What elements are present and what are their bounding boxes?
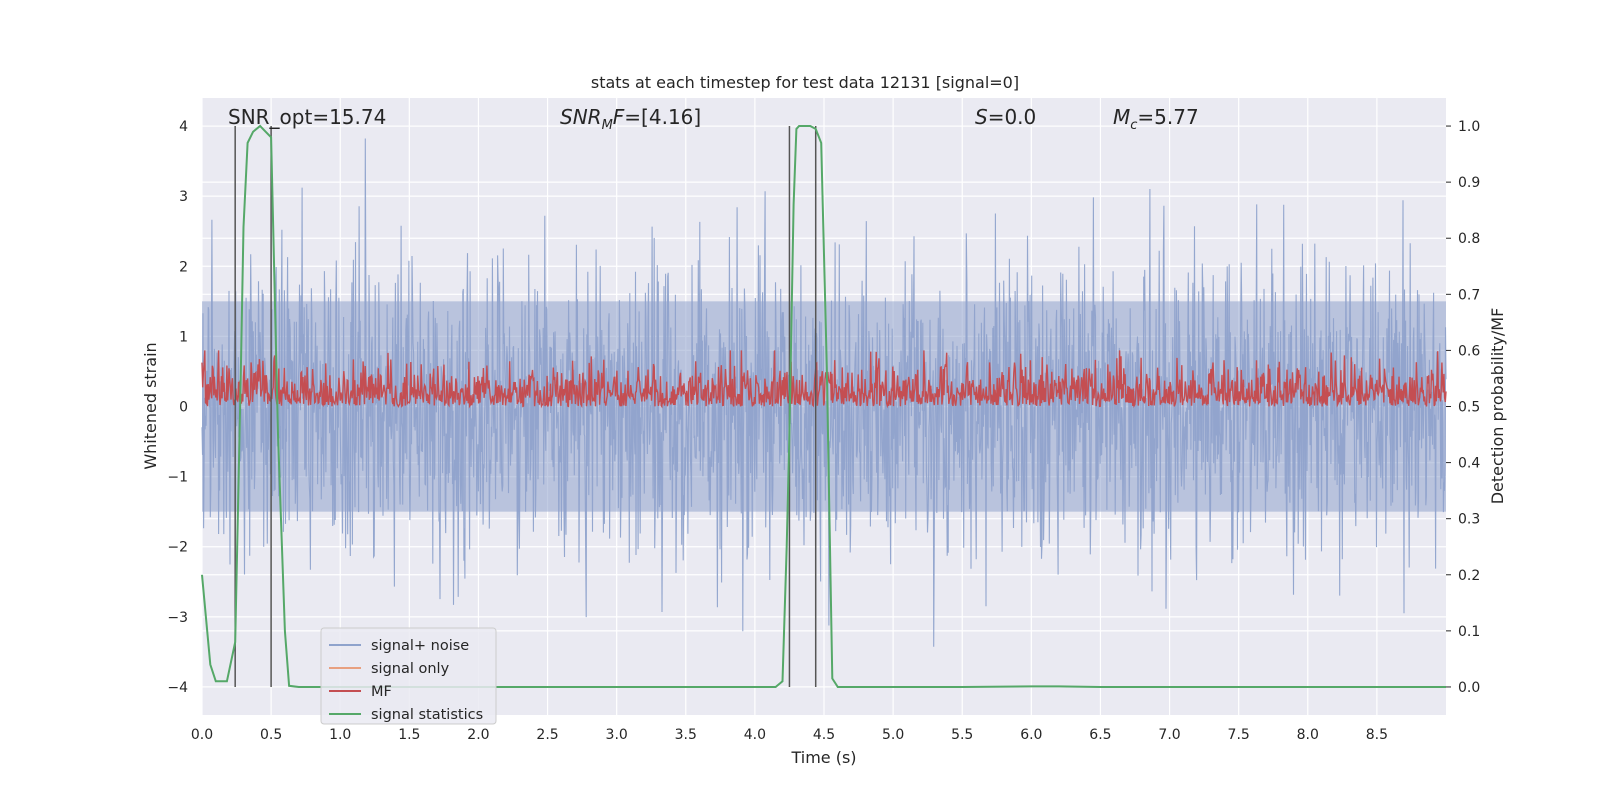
y-tick-label: −2 [167, 540, 188, 556]
x-tick-label: 3.5 [675, 727, 697, 743]
x-tick-label: 2.0 [467, 727, 489, 743]
x-tick-label: 7.0 [1158, 727, 1180, 743]
y2-tick-label: 0.2 [1458, 568, 1480, 584]
x-tick-label: 1.5 [398, 727, 420, 743]
mf-line [201, 350, 1447, 409]
signal-statistics-line [201, 124, 1446, 688]
x-tick-label: 5.0 [882, 727, 904, 743]
legend-box [320, 627, 497, 725]
x-tick-label: 0.5 [260, 727, 282, 743]
x-tick-label: 2.5 [536, 727, 558, 743]
x-tick-label: 3.0 [606, 727, 628, 743]
y2-tick-label: 0.0 [1458, 680, 1480, 696]
legend-label: signal only [371, 661, 450, 677]
x-tick-label: 7.5 [1228, 727, 1250, 743]
chart-title: stats at each timestep for test data 121… [591, 73, 1019, 92]
x-tick-label: 4.5 [813, 727, 835, 743]
y2-tick-label: 0.9 [1458, 175, 1480, 191]
x-tick-label: 8.5 [1366, 727, 1388, 743]
y-tick-label: 4 [179, 119, 188, 135]
x-axis-label: Time (s) [790, 748, 856, 767]
s-annotation: S=0.0 [975, 105, 1036, 129]
x-axis-ticks: 0.0 0.5 1.0 1.5 2.0 2.5 3.0 3.5 4.0 4.5 5.0 5.5 6.0 6… [191, 727, 1388, 743]
s-symbol: S [975, 105, 988, 129]
signal-noise-core [202, 301, 1446, 512]
x-tick-label: 0.0 [191, 727, 213, 743]
legend: signal+ noise signal only MF signal statist… [320, 627, 497, 725]
x-tick-label: 1.0 [329, 727, 351, 743]
snr-mf-subscript: M [602, 118, 613, 133]
y2-axis-ticks: 0.0 0.1 0.2 0.3 0.4 0.5 0.6 0.7 0.8 0.9 1.0 [1446, 119, 1480, 696]
y-tick-label: −3 [167, 610, 188, 626]
x-tick-label: 6.0 [1020, 727, 1042, 743]
y2-axis-label: Detection probability/MF [1488, 308, 1507, 505]
legend-label: signal+ noise [371, 638, 469, 654]
x-tick-label: 4.0 [744, 727, 766, 743]
s-value: =0.0 [988, 105, 1037, 129]
mc-symbol: M [1113, 105, 1130, 129]
x-tick-label: 6.5 [1089, 727, 1111, 743]
legend-label: MF [371, 684, 392, 700]
x-tick-label: 8.0 [1297, 727, 1319, 743]
y2-tick-label: 0.3 [1458, 512, 1480, 528]
y-tick-label: 2 [179, 259, 188, 275]
mc-value: =5.77 [1137, 105, 1198, 129]
y2-tick-label: 0.1 [1458, 624, 1480, 640]
snr-opt-annotation: SNR_opt=15.74 [228, 105, 386, 129]
y2-tick-label: 0.5 [1458, 400, 1480, 416]
signal-noise-series [201, 138, 1447, 647]
snr-mf-annotation: SNRMF=[4.16] [560, 105, 701, 133]
legend-label: signal statistics [371, 707, 483, 723]
y2-tick-label: 0.7 [1458, 287, 1480, 303]
snr-mf-tail-italic: F [613, 105, 625, 129]
vertical-markers [234, 126, 817, 687]
mc-annotation: Mc=5.77 [1113, 105, 1199, 133]
y-tick-label: 0 [179, 400, 188, 416]
signal-statistics-series [201, 124, 1446, 688]
mf-series [201, 350, 1447, 409]
snr-mf-symbol: SNR [560, 105, 602, 129]
y-tick-label: 3 [179, 189, 188, 205]
snr-mf-value: =[4.16] [624, 105, 701, 129]
y-tick-label: 1 [179, 329, 188, 345]
y-axis-label: Whitened strain [141, 342, 160, 469]
mc-subscript: c [1130, 118, 1137, 133]
y2-tick-label: 0.4 [1458, 456, 1480, 472]
y2-tick-label: 1.0 [1458, 119, 1480, 135]
y-tick-label: −4 [167, 680, 188, 696]
x-tick-label: 5.5 [951, 727, 973, 743]
y-axis-ticks: −4 −3 −2 −1 0 1 2 3 4 [167, 119, 188, 696]
y2-tick-label: 0.8 [1458, 231, 1480, 247]
y2-tick-label: 0.6 [1458, 343, 1480, 359]
y-tick-label: −1 [167, 470, 188, 486]
